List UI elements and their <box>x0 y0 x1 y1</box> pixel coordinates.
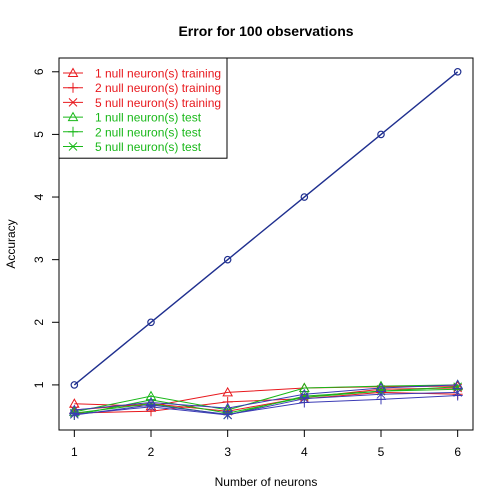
data-point <box>299 394 309 404</box>
data-point <box>300 193 309 201</box>
series-line <box>74 386 458 416</box>
x-tick-label: 2 <box>148 445 155 459</box>
legend-item: 5 null neuron(s) test <box>63 140 202 154</box>
data-point <box>147 318 155 327</box>
y-tick-label: 3 <box>32 256 46 263</box>
data-point <box>70 381 79 389</box>
data-point <box>222 386 234 397</box>
series-0 <box>70 67 462 389</box>
legend-marker <box>68 82 78 93</box>
legend-marker <box>67 67 79 77</box>
x-tick-label: 5 <box>378 445 385 459</box>
series-9 <box>69 388 463 420</box>
legend-label: 2 null neuron(s) training <box>95 81 221 95</box>
legend-marker <box>68 126 78 137</box>
data-point <box>146 399 156 410</box>
x-axis: 1 2 3 4 5 6 <box>71 429 461 459</box>
series-line <box>74 391 458 414</box>
data-point <box>453 67 462 76</box>
legend-label: 1 null neuron(s) test <box>95 111 202 125</box>
data-point <box>377 130 385 139</box>
data-point <box>146 402 156 412</box>
legend-label: 5 null neuron(s) training <box>95 96 221 110</box>
series-2 <box>69 387 463 419</box>
series-line <box>73 71 459 386</box>
data-point <box>375 382 387 393</box>
series-line <box>74 384 458 411</box>
y-tick-label: 4 <box>32 193 46 200</box>
legend-item: 1 null neuron(s) training <box>63 67 221 81</box>
series-line <box>74 384 458 413</box>
data-point <box>453 388 463 397</box>
series-3 <box>69 383 463 416</box>
legend-marker <box>67 111 79 122</box>
x-axis-label: Number of neurons <box>215 475 318 489</box>
legend-marker <box>68 142 78 151</box>
x-tick-label: 4 <box>301 445 308 459</box>
y-tick-label: 5 <box>32 131 46 138</box>
y-tick-label: 2 <box>32 319 46 326</box>
data-point <box>223 255 232 264</box>
data-point <box>452 379 464 389</box>
data-point <box>223 410 233 420</box>
series-line <box>74 387 458 412</box>
y-axis-label: Accuracy <box>4 219 18 268</box>
y-tick-label: 6 <box>32 68 46 75</box>
legend-marker <box>68 98 78 107</box>
series-layer <box>68 67 464 420</box>
legend-item: 2 null neuron(s) test <box>63 125 202 139</box>
data-point <box>376 394 386 405</box>
data-point <box>376 389 386 399</box>
series-line <box>74 391 458 416</box>
x-tick-label: 3 <box>224 445 231 459</box>
series-line <box>74 385 458 407</box>
legend-item: 2 null neuron(s) training <box>63 81 221 95</box>
chart-title: Error for 100 observations <box>178 23 353 39</box>
y-axis: 1 2 3 4 5 6 <box>32 68 60 388</box>
legend-item: 1 null neuron(s) test <box>63 111 202 125</box>
series-line <box>74 395 458 416</box>
x-tick-label: 1 <box>71 445 78 459</box>
y-tick-label: 1 <box>32 381 46 388</box>
data-point <box>69 409 79 419</box>
legend-label: 1 null neuron(s) training <box>95 67 221 81</box>
data-point <box>298 382 310 393</box>
legend-label: 2 null neuron(s) test <box>95 125 202 139</box>
x-tick-label: 6 <box>454 445 461 459</box>
legend-item: 5 null neuron(s) training <box>63 96 221 110</box>
legend-box <box>58 57 228 159</box>
legend-label: 5 null neuron(s) test <box>95 140 202 154</box>
